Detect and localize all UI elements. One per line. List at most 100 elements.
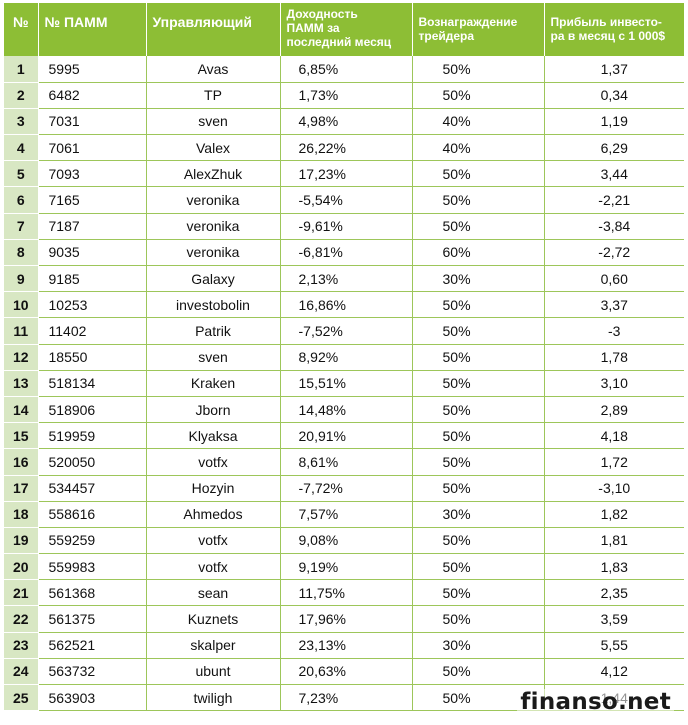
row-index: 3 [4,108,39,136]
row-index: 4 [4,134,39,162]
table-header: № № ПАММ Управляющий Доходность ПАММ за … [4,3,684,56]
table-row: 13 518134 Kraken 15,51% 50% 3,10 [4,370,684,397]
manager-name: investobolin [146,291,281,319]
manager-name: Klyaksa [146,422,281,450]
trader-reward: 50% [412,605,545,633]
monthly-yield: 20,63% [280,658,413,686]
pamm-number: 18550 [38,344,147,371]
row-index: 25 [4,684,39,712]
row-index: 20 [4,553,39,581]
monthly-yield: 15,51% [280,370,413,397]
row-index: 10 [4,291,39,319]
header-reward-line2: трейдера [418,29,475,43]
monthly-yield: 4,98% [280,108,413,136]
pamm-number: 563903 [38,684,147,712]
investor-profit: 3,10 [544,370,684,397]
investor-profit: 6,29 [544,134,684,162]
monthly-yield: 7,23% [280,684,413,712]
manager-name: votfx [146,553,281,581]
pamm-number: 6482 [38,82,147,109]
header-index: № [4,3,39,56]
table-row: 22 561375 Kuznets 17,96% 50% 3,59 [4,605,684,633]
monthly-yield: 14,48% [280,396,413,424]
header-profit-line1: Прибыль инвесто- [550,15,662,29]
investor-profit: 3,44 [544,160,684,188]
table-row: 7 7187 veronika -9,61% 50% -3,84 [4,213,684,240]
trader-reward: 50% [412,422,545,450]
header-yield-line2: ПАММ за [286,21,340,35]
manager-name: Hozyin [146,475,281,502]
trader-reward: 50% [412,186,545,214]
manager-name: Avas [146,56,281,83]
row-index: 22 [4,605,39,633]
investor-profit: 1,37 [544,56,684,83]
header-row: № № ПАММ Управляющий Доходность ПАММ за … [4,3,684,56]
investor-profit: 0,34 [544,82,684,109]
investor-profit: 2,89 [544,396,684,424]
table-row: 3 7031 sven 4,98% 40% 1,19 [4,108,684,136]
manager-name: sven [146,344,281,371]
trader-reward: 50% [412,370,545,397]
table-row: 4 7061 Valex 26,22% 40% 6,29 [4,134,684,162]
monthly-yield: -9,61% [280,213,413,240]
row-index: 12 [4,344,39,371]
monthly-yield: 2,13% [280,265,413,293]
table-row: 1 5995 Avas 6,85% 50% 1,37 [4,56,684,83]
investor-profit: -2,21 [544,186,684,214]
trader-reward: 50% [412,579,545,607]
trader-reward: 30% [412,501,545,528]
table-row: 9 9185 Galaxy 2,13% 30% 0,60 [4,265,684,293]
investor-profit: 1,72 [544,448,684,476]
table-row: 18 558616 Ahmedos 7,57% 30% 1,82 [4,501,684,528]
pamm-number: 9185 [38,265,147,293]
investor-profit: 2,35 [544,579,684,607]
row-index: 11 [4,317,39,345]
manager-name: Jborn [146,396,281,424]
monthly-yield: -5,54% [280,186,413,214]
trader-reward: 30% [412,265,545,293]
monthly-yield: 16,86% [280,291,413,319]
manager-name: ubunt [146,658,281,686]
pamm-number: 9035 [38,239,147,267]
monthly-yield: 8,92% [280,344,413,371]
monthly-yield: 7,57% [280,501,413,528]
site-watermark: finanso.net [517,689,674,715]
monthly-yield: 26,22% [280,134,413,162]
trader-reward: 50% [412,553,545,581]
table-row: 17 534457 Hozyin -7,72% 50% -3,10 [4,475,684,502]
manager-name: sven [146,108,281,136]
manager-name: veronika [146,213,281,240]
trader-reward: 50% [412,317,545,345]
trader-reward: 30% [412,632,545,659]
table-row: 14 518906 Jborn 14,48% 50% 2,89 [4,396,684,424]
pamm-number: 518134 [38,370,147,397]
pamm-number: 518906 [38,396,147,424]
table-row: 10 10253 investobolin 16,86% 50% 3,37 [4,291,684,319]
row-index: 1 [4,56,39,83]
monthly-yield: -7,72% [280,475,413,502]
row-index: 21 [4,579,39,607]
header-pamm-number: № ПАММ [38,3,147,56]
row-index: 17 [4,475,39,502]
trader-reward: 50% [412,56,545,83]
trader-reward: 40% [412,134,545,162]
header-profit-line2: ра в месяц с 1 000$ [550,29,666,43]
pamm-number: 561368 [38,579,147,607]
manager-name: sean [146,579,281,607]
row-index: 18 [4,501,39,528]
trader-reward: 50% [412,396,545,424]
manager-name: votfx [146,448,281,476]
row-index: 16 [4,448,39,476]
pamm-ranking-table: № № ПАММ Управляющий Доходность ПАММ за … [4,3,684,712]
pamm-number: 561375 [38,605,147,633]
pamm-number: 563732 [38,658,147,686]
table-row: 12 18550 sven 8,92% 50% 1,78 [4,344,684,371]
investor-profit: 1,81 [544,527,684,555]
investor-profit: 1,82 [544,501,684,528]
manager-name: Patrik [146,317,281,345]
header-yield: Доходность ПАММ за последний месяц [280,3,413,56]
investor-profit: 4,12 [544,658,684,686]
table-body: 1 5995 Avas 6,85% 50% 1,37 2 6482 TP 1,73% 50% 0,34… [4,56,684,712]
investor-profit: 3,37 [544,291,684,319]
monthly-yield: 20,91% [280,422,413,450]
